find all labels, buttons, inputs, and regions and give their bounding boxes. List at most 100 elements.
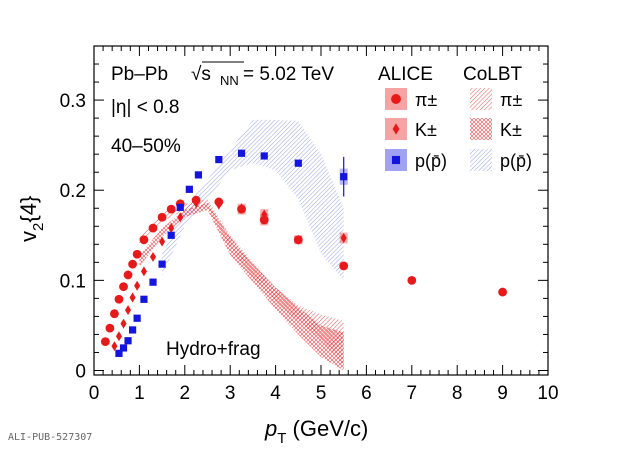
energy-subscript: NN: [220, 73, 239, 88]
x-axis-title: pT (GeV/c): [264, 416, 368, 447]
data-points: [100, 149, 507, 357]
marker-square: [260, 152, 268, 160]
x-axis-main: p: [264, 416, 277, 441]
marker-diamond: [159, 236, 166, 247]
marker-circle: [139, 235, 149, 245]
marker-square: [133, 314, 141, 322]
model-band: [162, 119, 344, 281]
legend-model-swatch: [470, 118, 492, 140]
energy-prefix: √s: [191, 64, 211, 85]
marker-circle: [128, 259, 137, 269]
energy-value: = 5.02 TeV: [243, 64, 334, 85]
legend-model-label: K±: [500, 120, 522, 140]
model-bands: [139, 119, 344, 371]
x-tick-label: 9: [497, 383, 508, 404]
marker-circle: [498, 287, 507, 297]
legend-model-label: p(p̄): [500, 151, 532, 171]
marker-circle: [259, 215, 269, 225]
marker-diamond: [111, 341, 118, 352]
y-axis-rest: {4}: [16, 196, 41, 223]
x-tick-label: 1: [134, 383, 145, 404]
marker-square: [237, 149, 246, 157]
marker-square: [167, 231, 175, 239]
marker-square: [119, 344, 128, 352]
marker-diamond: [193, 197, 200, 208]
experiment-label: ALICE: [378, 64, 433, 85]
legend: π± K± p(p̄) π± K± p(p̄): [385, 88, 532, 171]
legend-model-swatch: [470, 149, 492, 171]
marker-diamond: [340, 233, 347, 243]
legend-marker-square: [391, 155, 401, 165]
x-tick-label: 5: [316, 383, 327, 404]
marker-diamond: [215, 199, 222, 210]
legend-marker-diamond: [392, 123, 400, 135]
y-tick-label: 0: [75, 361, 86, 382]
marker-circle: [407, 275, 417, 285]
marker-square: [128, 326, 137, 334]
marker-square: [140, 295, 148, 303]
marker-diamond: [140, 266, 147, 277]
marker-diamond: [115, 331, 123, 342]
marker-circle: [119, 282, 128, 292]
model-label: CoLBT: [463, 64, 523, 85]
x-tick-label: 2: [180, 383, 191, 404]
marker-circle: [105, 323, 115, 333]
legend-marker-circle: [391, 94, 401, 104]
y-tick-label: 0.2: [60, 181, 86, 202]
marker-diamond: [149, 251, 157, 262]
marker-square: [115, 349, 123, 357]
marker-diamond: [238, 203, 245, 214]
marker-circle: [110, 309, 119, 319]
marker-square: [340, 173, 348, 181]
legend-data-label: π±: [415, 90, 437, 110]
eta-cut: |η| < 0.8: [111, 97, 180, 118]
marker-square: [215, 155, 223, 164]
marker-diamond: [125, 305, 132, 316]
y-axis-title: v2{4}: [16, 196, 47, 242]
marker-circle: [123, 270, 133, 280]
marker-diamond: [177, 212, 184, 223]
marker-diamond: [295, 234, 302, 245]
legend-model-swatch: [470, 88, 492, 110]
marker-square: [124, 337, 132, 345]
x-tick-label: 8: [452, 383, 463, 404]
x-axis-sub: T: [277, 430, 286, 447]
legend-data-label: K±: [415, 120, 437, 140]
x-axis-unit: (GeV/c): [286, 416, 368, 441]
marker-circle: [100, 337, 110, 347]
marker-square: [158, 260, 166, 268]
annotation-hydro-frag: Hydro+frag: [166, 339, 261, 360]
legend-data-label: p(p̄): [415, 151, 447, 171]
marker-diamond: [120, 318, 127, 329]
marker-circle: [114, 294, 124, 304]
collision-system: Pb–Pb: [111, 64, 168, 85]
marker-square: [294, 159, 302, 167]
marker-diamond: [134, 280, 141, 291]
marker-circle: [132, 249, 142, 259]
y-axis-main: v: [16, 231, 41, 242]
centrality: 40–50%: [111, 136, 181, 157]
x-tick-label: 3: [225, 383, 236, 404]
marker-square: [149, 278, 157, 286]
x-tick-label: 6: [361, 383, 372, 404]
publication-id: ALI-PUB-527307: [8, 432, 93, 443]
model-band: [139, 202, 344, 371]
marker-diamond: [168, 223, 175, 234]
x-tick-label: 0: [89, 383, 100, 404]
marker-square: [194, 171, 203, 179]
marker-circle: [157, 212, 167, 222]
x-tick-label: 4: [270, 383, 281, 404]
x-tick-label: 7: [407, 383, 418, 404]
marker-circle: [339, 261, 349, 271]
y-tick-label: 0.1: [60, 271, 86, 292]
y-tick-label: 0.3: [60, 91, 86, 112]
marker-diamond: [261, 209, 268, 220]
marker-circle: [166, 204, 176, 214]
axes: 0 1 2 3 4 5 6 7 8 9 10 0 0.1 0.2 0.3: [60, 46, 559, 404]
marker-square: [176, 203, 184, 211]
x-tick-label: 10: [537, 383, 558, 404]
y-axis-sub: 2: [30, 223, 47, 231]
legend-model-label: π±: [500, 90, 522, 110]
marker-circle: [148, 223, 158, 233]
